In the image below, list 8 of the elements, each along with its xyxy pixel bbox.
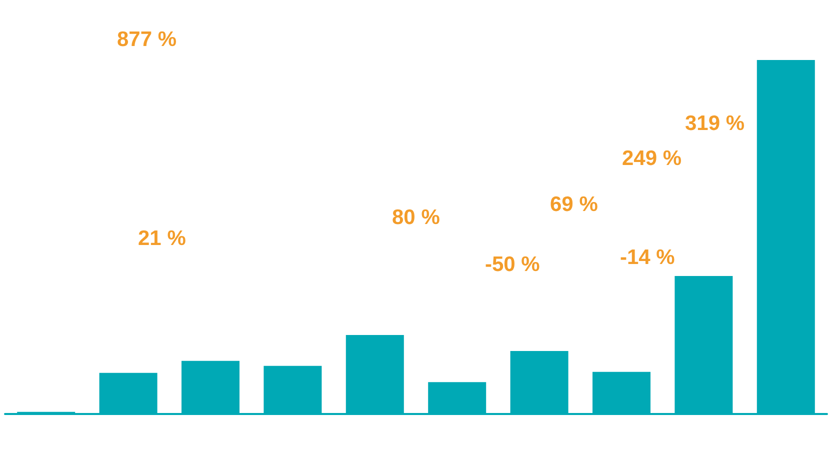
annotation: 80 % xyxy=(392,206,440,229)
annotation: -14 % xyxy=(620,246,676,269)
annotation: 21 % xyxy=(138,227,186,250)
annotation: 249 % xyxy=(622,147,682,170)
text: 877 % xyxy=(117,28,177,51)
annotation: -50 % xyxy=(485,253,540,276)
annotation: 319 % xyxy=(685,112,745,135)
annotation: 69 % xyxy=(550,193,598,216)
